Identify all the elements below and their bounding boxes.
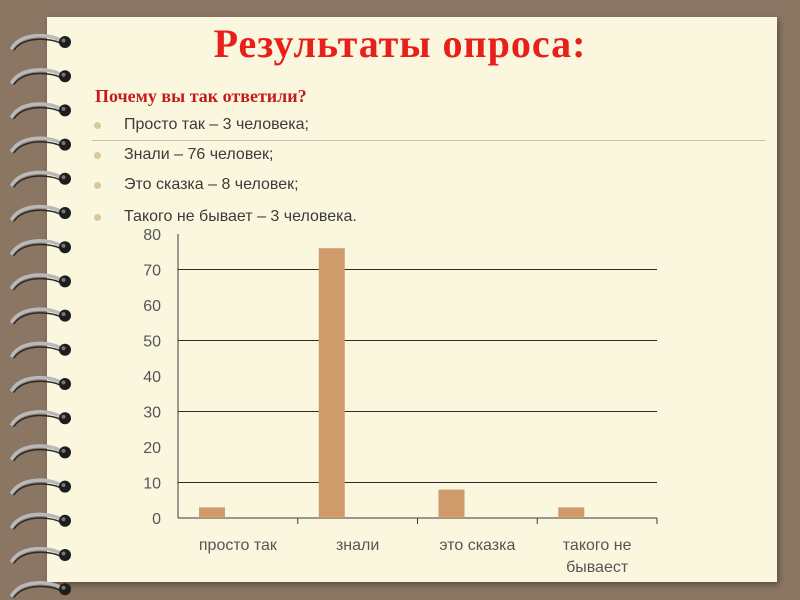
answer-item: Такого не бывает – 3 человека. — [94, 204, 357, 234]
bullet-dot-icon — [94, 214, 101, 221]
bar — [199, 507, 225, 518]
spiral-binding — [10, 33, 71, 598]
x-tick-label: бываест — [566, 559, 629, 576]
survey-question: Почему вы так ответили? — [95, 86, 307, 106]
x-tick-label: это сказка — [439, 537, 515, 554]
divider-line — [92, 140, 766, 141]
y-tick-label: 70 — [143, 263, 161, 280]
y-tick-label: 40 — [143, 369, 161, 386]
answer-item: Просто так – 3 человека; — [94, 112, 357, 142]
binding-ring — [10, 375, 71, 393]
answer-item: Знали – 76 человек; — [94, 142, 357, 172]
binding-ring — [10, 546, 71, 564]
bullet-dot-icon — [94, 122, 101, 129]
binding-ring — [10, 68, 71, 85]
bullet-dot-icon — [94, 152, 101, 159]
bullet-dot-icon — [94, 182, 101, 189]
y-tick-label: 10 — [143, 476, 161, 493]
binding-ring — [10, 444, 71, 462]
y-tick-label: 30 — [143, 405, 161, 422]
binding-ring — [10, 170, 71, 188]
binding-ring — [10, 478, 71, 496]
binding-ring — [10, 33, 71, 51]
binding-ring — [10, 102, 71, 120]
binding-ring — [10, 204, 71, 222]
binding-ring — [10, 341, 71, 359]
bar — [318, 248, 345, 518]
binding-ring — [10, 239, 71, 256]
notebook-page — [47, 17, 777, 582]
slide-title: Результаты опроса: — [213, 21, 587, 66]
binding-ring — [10, 136, 71, 154]
binding-ring — [10, 307, 71, 325]
answer-item: Это сказка – 8 человек; — [94, 172, 357, 202]
y-tick-label: 20 — [143, 440, 161, 457]
y-tick-label: 60 — [143, 298, 161, 315]
y-tick-label: 50 — [143, 334, 161, 351]
y-tick-label: 80 — [143, 227, 161, 244]
x-tick-label: знали — [336, 537, 379, 554]
binding-ring — [10, 410, 71, 427]
binding-ring — [10, 273, 71, 291]
x-tick-label: такого не — [563, 537, 632, 554]
y-tick-label: 0 — [152, 511, 161, 528]
answer-list: Просто так – 3 человека; Знали – 76 чело… — [94, 112, 357, 234]
binding-ring — [10, 581, 71, 598]
x-tick-label: просто так — [199, 537, 278, 554]
bar — [558, 507, 585, 518]
binding-ring — [10, 512, 71, 530]
bar — [438, 489, 465, 518]
